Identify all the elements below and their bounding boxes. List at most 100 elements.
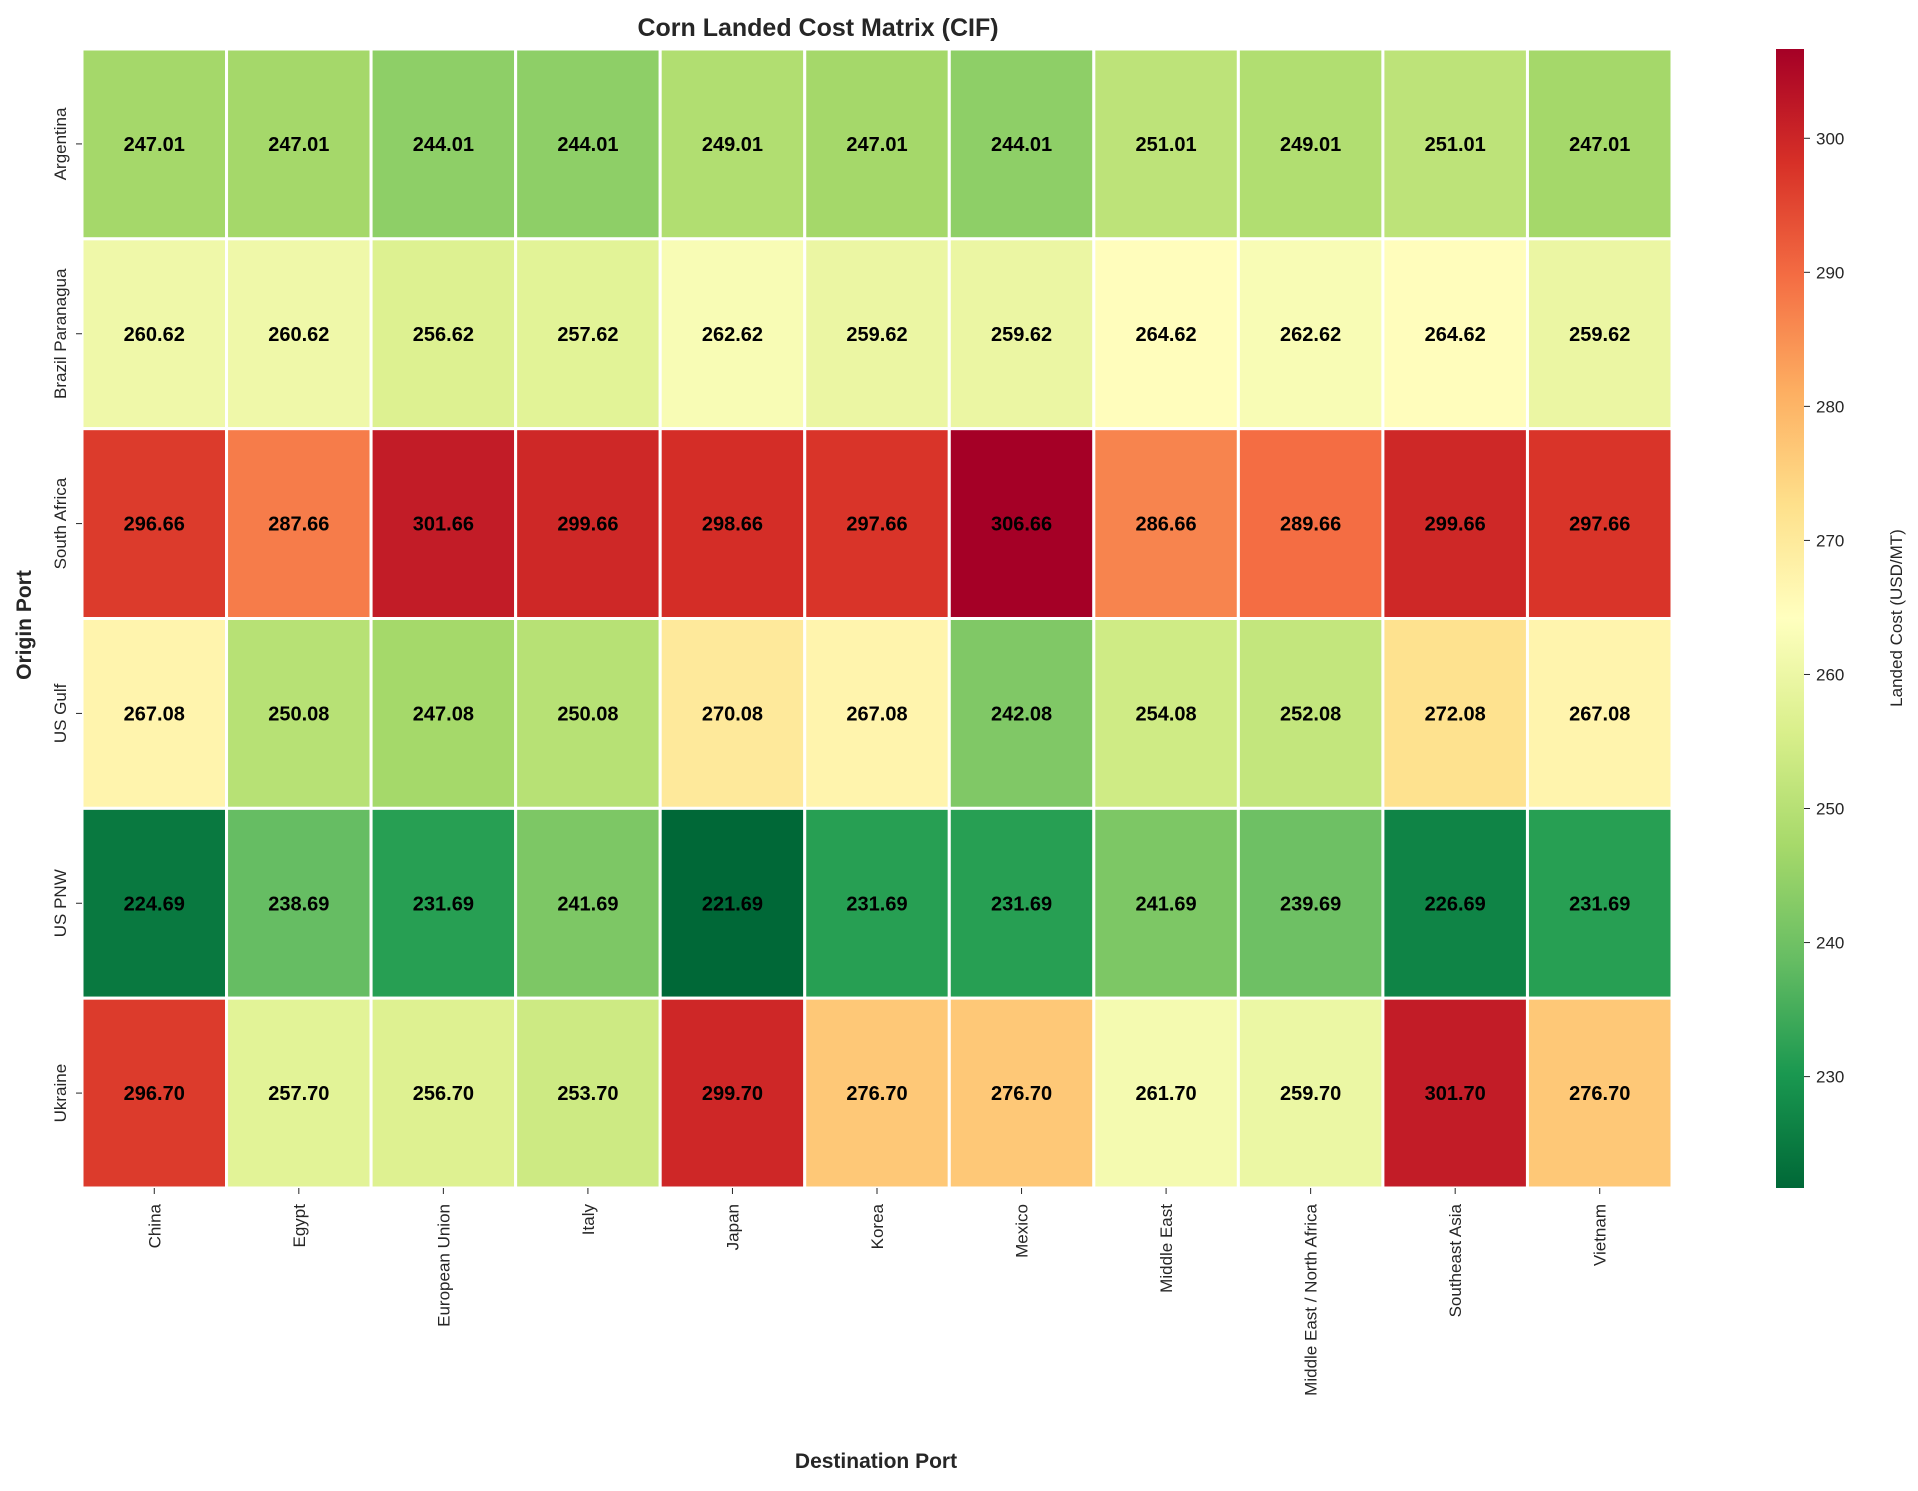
x-tick-label: Egypt bbox=[290, 1204, 309, 1248]
cell-value-label: 247.08 bbox=[413, 703, 474, 725]
heatmap-cell bbox=[1236, 617, 1385, 810]
heatmap-cell bbox=[947, 617, 1096, 810]
chart-title: Corn Landed Cost Matrix (CIF) bbox=[637, 14, 998, 42]
y-tick-label: US Gulf bbox=[51, 683, 70, 743]
cell-value-label: 254.08 bbox=[1136, 703, 1197, 725]
cell-value-label: 257.62 bbox=[557, 324, 618, 346]
y-tick-label: South Africa bbox=[51, 477, 70, 569]
cell-value-label: 256.70 bbox=[413, 1083, 474, 1105]
heatmap-cell bbox=[369, 806, 518, 1000]
cell-value-label: 244.01 bbox=[557, 134, 618, 156]
cell-value-label: 276.70 bbox=[846, 1083, 907, 1105]
heatmap-cell bbox=[80, 806, 229, 1000]
heatmap-cell bbox=[803, 996, 951, 1190]
cell-value-label: 289.66 bbox=[1280, 514, 1341, 536]
heatmap-cell bbox=[225, 47, 373, 241]
cell-value-label: 252.08 bbox=[1280, 703, 1341, 725]
cell-value-label: 296.66 bbox=[124, 514, 185, 536]
heatmap-cell bbox=[1525, 47, 1674, 241]
heatmap-cell bbox=[514, 806, 662, 1000]
cell-value-label: 251.01 bbox=[1136, 134, 1197, 156]
y-tick-label: Brazil Paranagua bbox=[51, 268, 70, 399]
cell-value-label: 259.62 bbox=[846, 324, 907, 346]
heatmap-cell bbox=[658, 806, 807, 1000]
cell-value-label: 238.69 bbox=[268, 893, 329, 915]
heatmap-cell bbox=[947, 806, 1096, 1000]
cell-value-label: 260.62 bbox=[124, 324, 185, 346]
colorbar-tick-label: 230 bbox=[1816, 1068, 1844, 1087]
heatmap-cells bbox=[80, 47, 1674, 1190]
cell-value-label: 244.01 bbox=[413, 134, 474, 156]
heatmap-cell bbox=[1092, 237, 1240, 431]
cell-value-label: 257.70 bbox=[268, 1083, 329, 1105]
cell-value-label: 260.62 bbox=[268, 324, 329, 346]
cell-value-label: 224.69 bbox=[124, 893, 185, 915]
heatmap-cell bbox=[658, 427, 807, 620]
cell-value-label: 267.08 bbox=[1569, 703, 1630, 725]
cell-value-label: 261.70 bbox=[1136, 1083, 1197, 1105]
cell-value-label: 247.01 bbox=[124, 134, 185, 156]
cell-value-label: 231.69 bbox=[413, 893, 474, 915]
heatmap-cell bbox=[947, 237, 1096, 431]
heatmap-cell bbox=[1381, 806, 1529, 1000]
heatmap-cell bbox=[1381, 237, 1529, 431]
heatmap-cell bbox=[1236, 237, 1385, 431]
cell-value-label: 301.70 bbox=[1425, 1083, 1486, 1105]
colorbar-gradient bbox=[1776, 49, 1804, 1188]
cell-value-label: 249.01 bbox=[702, 134, 763, 156]
y-axis-label: Origin Port bbox=[13, 570, 36, 680]
cell-value-label: 259.70 bbox=[1280, 1083, 1341, 1105]
cell-value-label: 250.08 bbox=[268, 703, 329, 725]
cell-value-label: 267.08 bbox=[846, 703, 907, 725]
cell-value-label: 259.62 bbox=[991, 324, 1052, 346]
heatmap-cell bbox=[80, 237, 229, 431]
cell-value-label: 247.01 bbox=[268, 134, 329, 156]
heatmap-cell bbox=[1092, 47, 1240, 241]
cell-value-label: 262.62 bbox=[1280, 324, 1341, 346]
heatmap-cell bbox=[1525, 617, 1674, 810]
cell-value-label: 272.08 bbox=[1425, 703, 1486, 725]
cell-value-label: 287.66 bbox=[268, 514, 329, 536]
cell-value-label: 256.62 bbox=[413, 324, 474, 346]
cell-value-label: 231.69 bbox=[991, 893, 1052, 915]
y-tick-labels: Argentina Brazil Paranagua South Africa US … bbox=[51, 107, 82, 1122]
cell-value-label: 276.70 bbox=[991, 1083, 1052, 1105]
heatmap-cell bbox=[369, 427, 518, 620]
x-tick-label: Middle East / North Africa bbox=[1302, 1203, 1321, 1395]
heatmap-cell bbox=[80, 47, 229, 241]
cell-value-label: 226.69 bbox=[1425, 893, 1486, 915]
heatmap-cell bbox=[1525, 427, 1674, 620]
heatmap-cell bbox=[514, 996, 662, 1190]
x-tick-label: Korea bbox=[868, 1203, 887, 1249]
cell-annotations: 247.01 247.01 244.01 244.01 249.01 247.01 244.… bbox=[124, 134, 1631, 1105]
colorbar-ticks: 230 240 250 260 270 280 290 300 bbox=[1804, 129, 1844, 1087]
x-tick-label: Southeast Asia bbox=[1446, 1203, 1465, 1317]
heatmap-cell bbox=[803, 806, 951, 1000]
colorbar-tick-label: 300 bbox=[1816, 129, 1844, 148]
cell-value-label: 231.69 bbox=[1569, 893, 1630, 915]
cell-value-label: 297.66 bbox=[846, 514, 907, 536]
heatmap-cell bbox=[1525, 996, 1674, 1190]
cell-value-label: 259.62 bbox=[1569, 324, 1630, 346]
cell-value-label: 299.66 bbox=[557, 514, 618, 536]
colorbar-tick-label: 280 bbox=[1816, 397, 1844, 416]
heatmap-cell bbox=[1236, 996, 1385, 1190]
heatmap-cell bbox=[514, 617, 662, 810]
heatmap-cell bbox=[1525, 806, 1674, 1000]
x-tick-labels: China Egypt European Union Italy Japan Korea M… bbox=[145, 1188, 1610, 1396]
heatmap-cell bbox=[369, 617, 518, 810]
colorbar-label: Landed Cost (USD/MT) bbox=[1887, 529, 1906, 707]
cell-value-label: 286.66 bbox=[1136, 514, 1197, 536]
colorbar: 230 240 250 260 270 280 290 300 Landed Cost (US… bbox=[1776, 49, 1906, 1188]
x-tick-label: Mexico bbox=[1013, 1204, 1032, 1258]
cell-value-label: 249.01 bbox=[1280, 134, 1341, 156]
x-tick-label: China bbox=[145, 1203, 164, 1248]
colorbar-tick-label: 270 bbox=[1816, 531, 1844, 550]
cell-value-label: 270.08 bbox=[702, 703, 763, 725]
x-tick-label: Middle East bbox=[1157, 1204, 1176, 1293]
cell-value-label: 247.01 bbox=[846, 134, 907, 156]
y-tick-label: Ukraine bbox=[51, 1064, 70, 1123]
cell-value-label: 306.66 bbox=[991, 514, 1052, 536]
heatmap-cell bbox=[225, 806, 373, 1000]
heatmap-cell bbox=[369, 47, 518, 241]
